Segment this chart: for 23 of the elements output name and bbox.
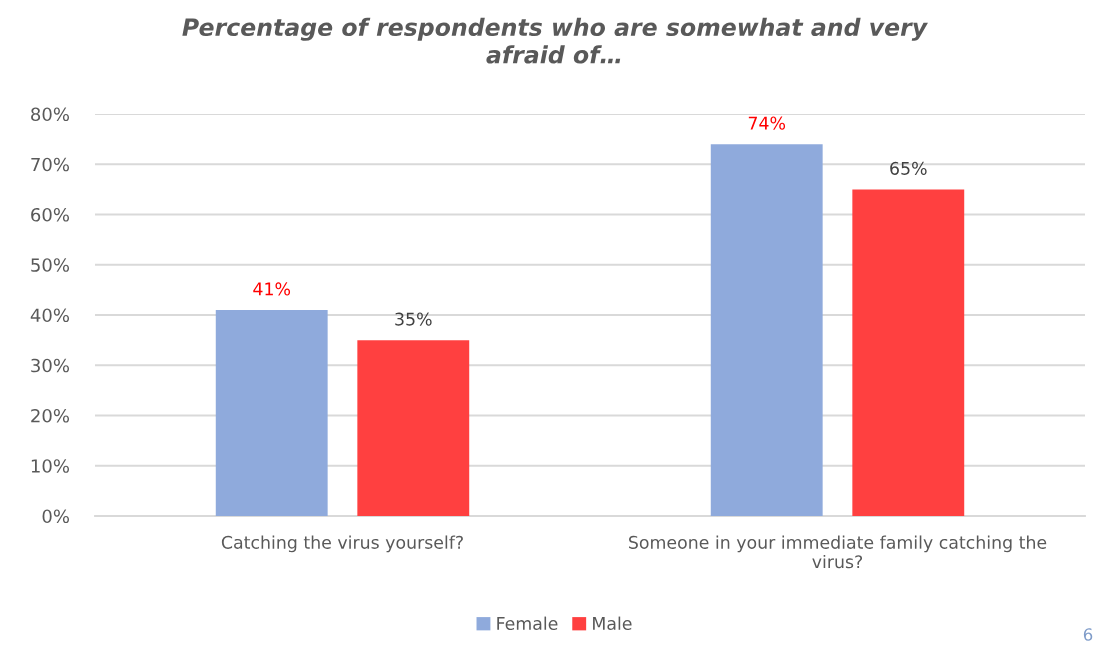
y-tick-label: 0% [42, 509, 69, 524]
y-tick-label: 70% [31, 157, 69, 172]
y-tick-label: 80% [31, 107, 69, 122]
y-tick-label: 10% [31, 459, 69, 473]
chart-title: Percentage of respondents who are somewhat and very afraid of… [182, 17, 928, 64]
bar [215, 309, 328, 516]
legend-label: Male [593, 616, 632, 631]
y-tick-label: 50% [31, 258, 69, 272]
data-label: 35% [395, 312, 432, 326]
y-tick-label: 60% [31, 207, 69, 222]
text: 6 [1083, 628, 1093, 641]
data-label: 65% [890, 161, 927, 175]
legend-label: Female [497, 616, 558, 631]
x-tick-label: Catching the virus yourself? [221, 535, 463, 553]
bar [710, 144, 823, 516]
y-tick-label: 40% [30, 308, 69, 323]
y-tick-label: 20% [31, 408, 69, 423]
bar [357, 340, 470, 516]
y-tick-label: 30% [31, 358, 69, 373]
bar [852, 189, 965, 516]
data-label: 41% [253, 282, 291, 296]
data-label: 74% [748, 116, 786, 130]
x-tick-label: Someone in your immediate family catching the virus? [629, 535, 1047, 569]
